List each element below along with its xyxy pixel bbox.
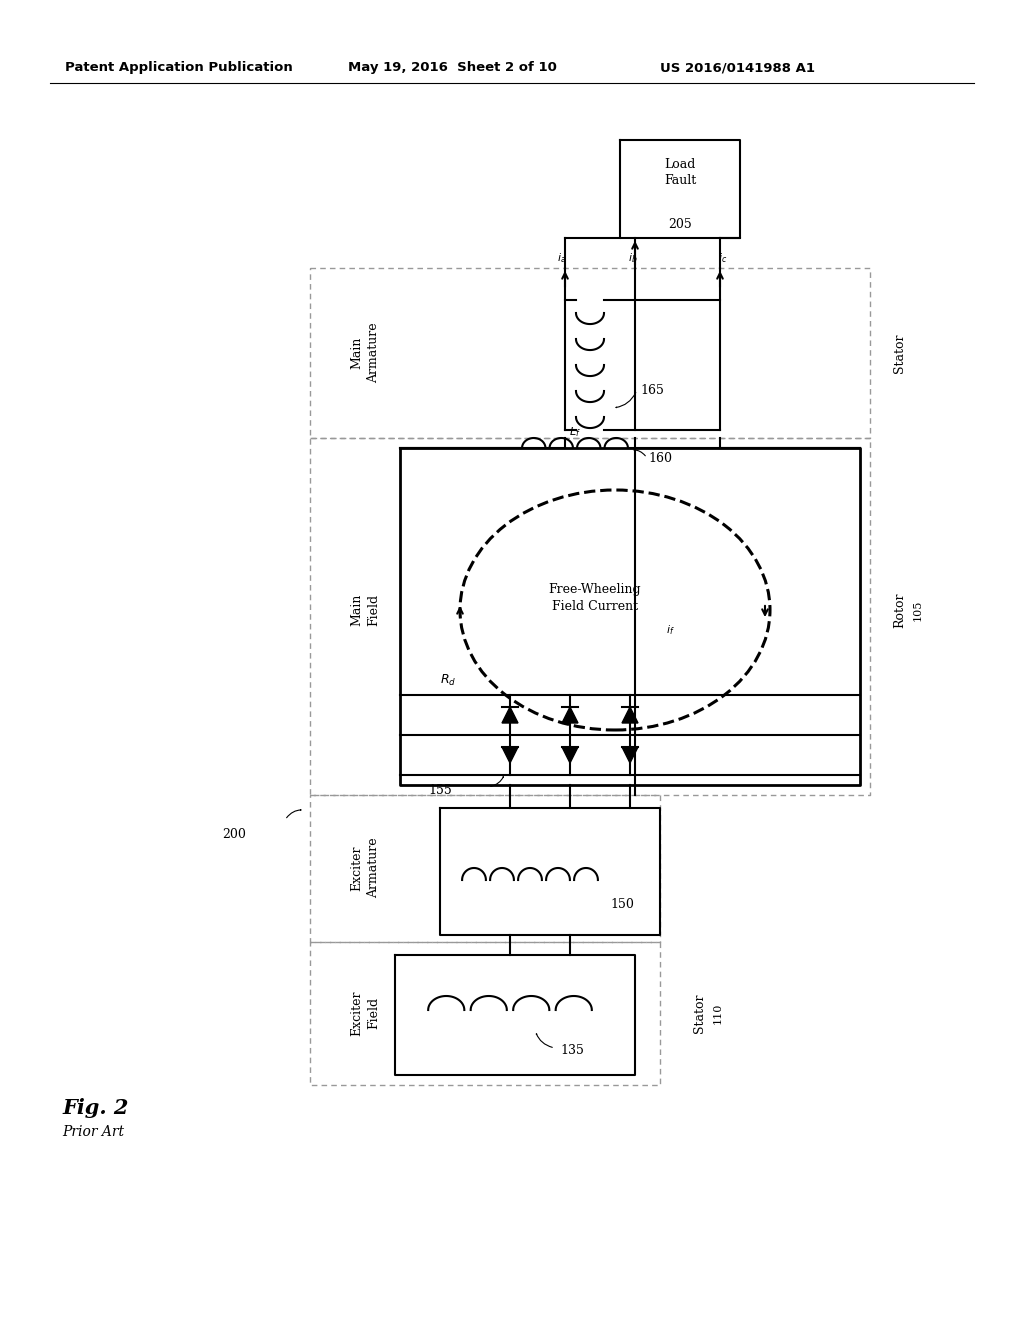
FancyArrowPatch shape — [287, 809, 301, 817]
Text: 200: 200 — [222, 829, 246, 842]
Text: $i_b$: $i_b$ — [628, 251, 638, 265]
Polygon shape — [502, 747, 518, 763]
Text: $L_f$: $L_f$ — [569, 425, 581, 438]
Text: 165: 165 — [640, 384, 664, 396]
FancyArrowPatch shape — [490, 776, 504, 787]
Text: US 2016/0141988 A1: US 2016/0141988 A1 — [660, 62, 815, 74]
Text: 135: 135 — [560, 1044, 584, 1056]
Polygon shape — [622, 708, 638, 723]
Text: $i_a$: $i_a$ — [557, 251, 566, 265]
Text: Main
Armature: Main Armature — [350, 322, 380, 383]
Text: 105: 105 — [913, 599, 923, 620]
Text: Exciter
Armature: Exciter Armature — [350, 838, 380, 899]
Text: 160: 160 — [648, 451, 672, 465]
FancyArrowPatch shape — [537, 1034, 552, 1047]
Text: 205: 205 — [668, 219, 692, 231]
Text: Fig. 2: Fig. 2 — [62, 1098, 128, 1118]
Text: Stator: Stator — [693, 993, 707, 1032]
Polygon shape — [502, 708, 518, 723]
Text: Stator: Stator — [894, 333, 906, 372]
Text: Load
Fault: Load Fault — [664, 157, 696, 186]
Polygon shape — [562, 747, 578, 763]
Text: $i_f$: $i_f$ — [666, 623, 675, 636]
Text: $R_d$: $R_d$ — [440, 672, 456, 688]
Text: Exciter
Field: Exciter Field — [350, 990, 380, 1036]
FancyArrowPatch shape — [616, 392, 636, 408]
Text: May 19, 2016  Sheet 2 of 10: May 19, 2016 Sheet 2 of 10 — [348, 62, 557, 74]
Polygon shape — [562, 708, 578, 723]
Text: Free-Wheeling
Field Current: Free-Wheeling Field Current — [549, 583, 641, 612]
Text: Main
Field: Main Field — [350, 594, 380, 626]
Text: Prior Art: Prior Art — [62, 1125, 124, 1139]
Text: Patent Application Publication: Patent Application Publication — [65, 62, 293, 74]
FancyArrowPatch shape — [634, 450, 645, 455]
Text: 110: 110 — [713, 1002, 723, 1024]
Text: 155: 155 — [428, 784, 452, 796]
Text: Rotor: Rotor — [894, 593, 906, 628]
Text: 150: 150 — [610, 899, 634, 912]
Polygon shape — [622, 747, 638, 763]
Text: $i_c$: $i_c$ — [719, 251, 728, 265]
